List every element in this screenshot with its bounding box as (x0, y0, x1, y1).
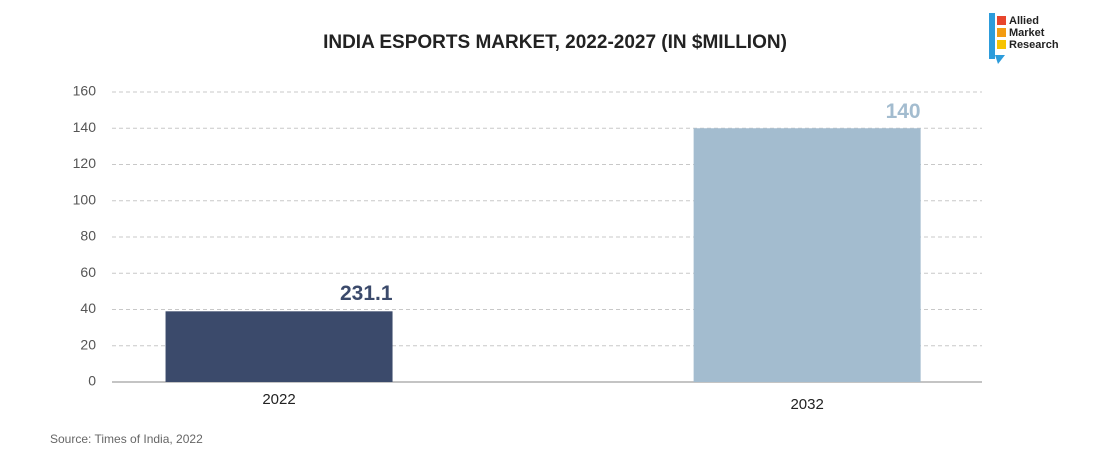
y-tick-label: 80 (80, 228, 96, 244)
bar (165, 311, 393, 382)
y-tick-label: 160 (73, 83, 97, 99)
logo-bar (989, 13, 995, 59)
logo-text: Market (1009, 27, 1045, 39)
chart-title: INDIA ESPORTS MARKET, 2022-2027 (IN $MIL… (323, 32, 787, 53)
logo: Allied Market Research (989, 13, 1059, 64)
data-label: 140 (886, 100, 921, 123)
y-tick-label: 140 (73, 119, 97, 135)
x-tick-label: 2032 (790, 396, 823, 413)
logo-square (997, 16, 1006, 25)
y-tick-label: 20 (80, 336, 96, 352)
y-tick-label: 60 (80, 264, 96, 280)
annotation: 231.1 (340, 282, 393, 305)
logo-text: Research (1009, 39, 1059, 51)
y-tick-label: 0 (88, 373, 96, 389)
bar (693, 128, 921, 382)
y-tick-label: 40 (80, 300, 96, 316)
y-tick-label: 100 (73, 191, 97, 207)
logo-text: Allied (1009, 15, 1039, 27)
logo-tail (995, 55, 1005, 64)
x-tick-label: 2022 (262, 391, 295, 408)
logo-square (997, 28, 1006, 37)
y-tick-label: 120 (73, 155, 97, 171)
logo-square (997, 40, 1006, 49)
source-note: Source: Times of India, 2022 (50, 432, 203, 446)
